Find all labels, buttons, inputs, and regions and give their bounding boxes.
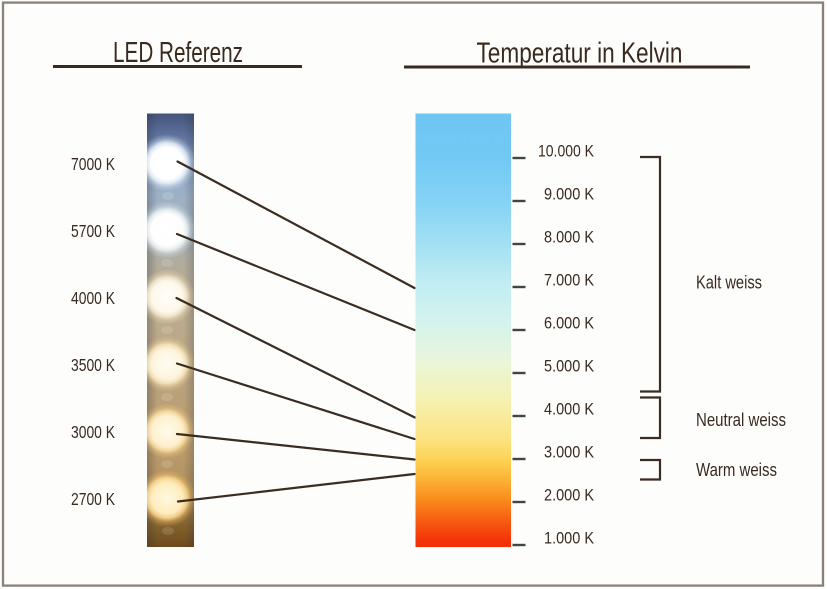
- svg-text:4.000 K: 4.000 K: [544, 401, 594, 419]
- svg-text:3.000 K: 3.000 K: [544, 444, 594, 462]
- svg-text:9.000 K: 9.000 K: [544, 186, 594, 204]
- svg-text:4000 K: 4000 K: [71, 288, 115, 308]
- svg-text:10.000 K: 10.000 K: [538, 143, 594, 161]
- svg-text:Kalt weiss: Kalt weiss: [696, 273, 762, 293]
- svg-text:3000 K: 3000 K: [71, 422, 115, 442]
- svg-text:7.000 K: 7.000 K: [544, 272, 594, 290]
- svg-text:www.led-info.de: www.led-info.de: [419, 133, 508, 148]
- svg-text:2.000 K: 2.000 K: [544, 487, 594, 505]
- svg-text:LED Referenz: LED Referenz: [113, 37, 243, 69]
- svg-text:7000 K: 7000 K: [71, 154, 115, 174]
- svg-text:8.000 K: 8.000 K: [544, 229, 594, 247]
- svg-text:3500 K: 3500 K: [71, 355, 115, 375]
- svg-text:Neutral weiss: Neutral weiss: [696, 410, 786, 430]
- svg-text:Temperatur in Kelvin: Temperatur in Kelvin: [477, 38, 683, 70]
- svg-text:1.000 K: 1.000 K: [544, 530, 594, 548]
- svg-text:5700 K: 5700 K: [71, 221, 115, 241]
- svg-text:2700 K: 2700 K: [71, 489, 115, 509]
- svg-text:5.000 K: 5.000 K: [544, 358, 594, 376]
- svg-text:6.000 K: 6.000 K: [544, 315, 594, 333]
- svg-text:Warm weiss: Warm weiss: [696, 460, 777, 480]
